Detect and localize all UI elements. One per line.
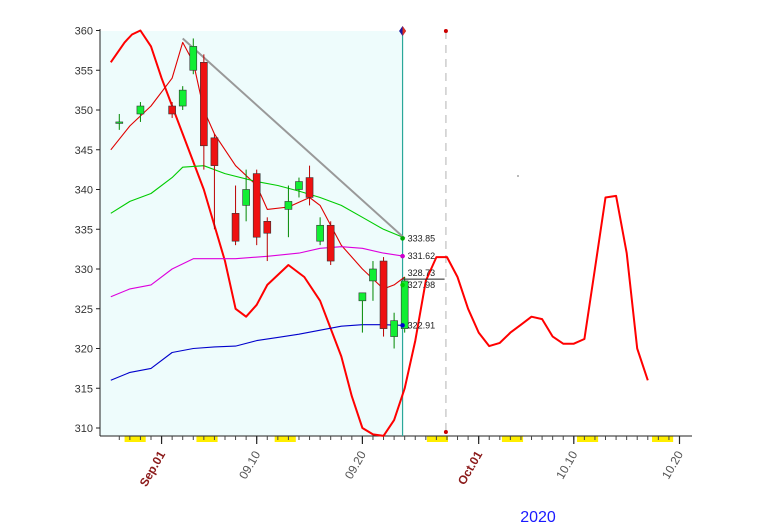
series-lower-band [110,324,405,381]
candle-body [252,173,261,238]
series-mid-band [110,246,405,298]
x-tick-label: Sep.01 [137,448,169,489]
value-dot [400,236,405,241]
stray-point [517,175,519,177]
y-tick-label: 335 [75,224,93,236]
weekend-marker [652,436,674,442]
candle-body [178,89,187,107]
history-end-marker-half [402,26,407,36]
candle-body [379,260,388,329]
year-label: 2020 [520,509,556,526]
candle-layer [115,38,409,349]
value-label: 331.62 [408,251,436,261]
forecast-marker-bottom [443,430,448,434]
candle-body [316,224,324,242]
candle-body [369,268,377,282]
candle-body [136,105,145,115]
value-label-layer: 333.85 331.62 328.73 327.98 322.91 [400,233,445,330]
value-label: 327.98 [408,280,436,290]
weekend-marker [196,436,218,442]
y-tick-label: 315 [75,383,93,395]
y-tick-label: 310 [75,423,93,435]
history-highlight [100,31,403,436]
x-tick-label: 09.10 [236,448,263,481]
candle-body [210,137,219,166]
candle-body [115,121,124,124]
candle-body [242,189,250,206]
x-tick-label: 10.20 [659,448,686,481]
weekend-marker [124,436,146,442]
candle-body [263,221,272,234]
trendline [182,37,406,240]
candle-body [400,280,409,329]
value-label: 328.73 [408,268,436,278]
candle-body [358,292,367,302]
weekend-marker [426,436,449,442]
x-tick-label: Oct.01 [455,448,486,487]
candle-body [295,181,303,190]
forecast-marker-top [443,29,448,33]
y-axis: 310 315 320 325 330 335 340 345 350 355 360 [75,26,101,436]
value-dot [400,323,405,328]
value-dot [400,253,405,259]
y-tick-label: 355 [75,65,93,77]
value-label: 322.91 [408,320,436,330]
y-tick-label: 345 [75,145,93,157]
candle-body [200,61,208,147]
x-tick-label: 09.20 [342,448,369,481]
y-tick-label: 320 [75,344,93,356]
x-tick-label: 10.10 [553,448,580,481]
y-tick-label: 325 [75,304,93,316]
y-tick-label: 330 [75,264,93,276]
candle-body [326,224,335,262]
candle-body [284,201,293,210]
candle-body [231,213,240,242]
y-tick-label: 340 [75,185,93,197]
candle-body [168,105,176,115]
weekend-marker [576,436,599,442]
weekend-marker [501,436,524,442]
value-label: 333.85 [408,233,436,243]
y-tick-label: 360 [75,26,93,38]
candle-body [390,320,398,337]
y-tick-label: 350 [75,105,93,117]
candle-body [189,46,198,71]
value-dot [400,282,405,288]
weekend-marker [274,436,296,442]
candle-body [305,177,314,198]
x-axis: Sep.01 09.10 09.20 Oct.01 10.10 10.20 [100,435,692,489]
